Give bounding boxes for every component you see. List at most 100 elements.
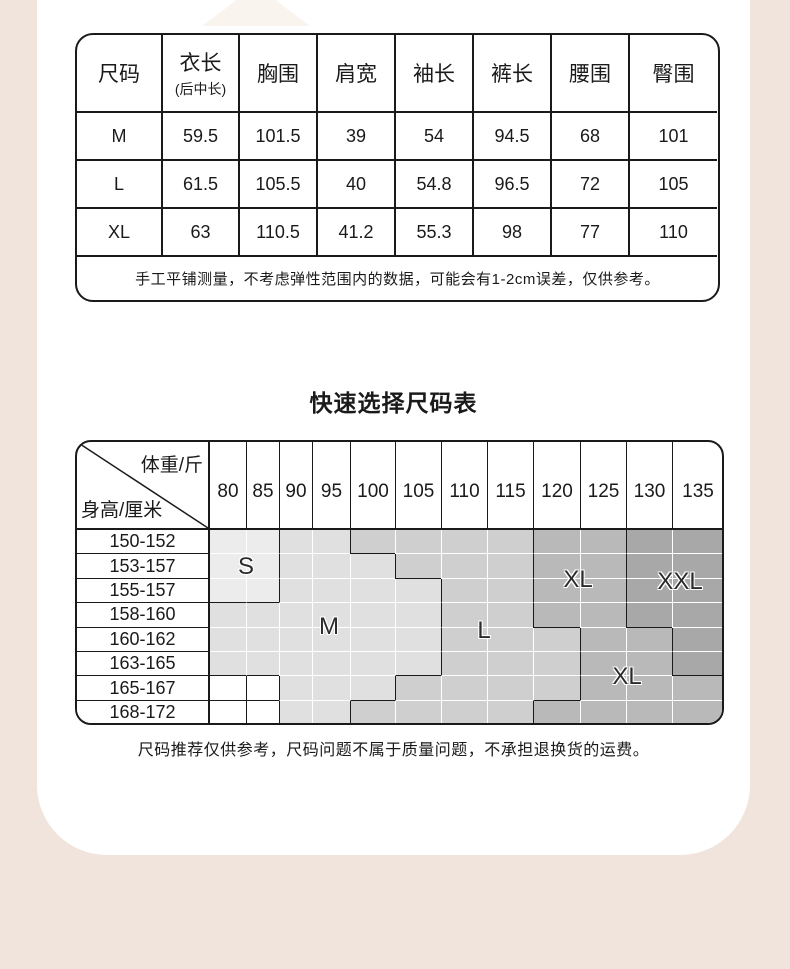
t2-weight-cell: 100 [350, 442, 395, 528]
t1-header-cell: 胸围 [240, 35, 318, 113]
t2-zone-cell [210, 530, 246, 555]
t2-zone-cell [533, 554, 580, 579]
t2-zone-cell [672, 554, 722, 579]
decorative-shape [202, 0, 310, 26]
t2-zone-cell [312, 627, 350, 652]
t2-zone-cell [441, 651, 487, 677]
t2-zone-cell [350, 530, 395, 555]
t2-zone-cell [246, 554, 279, 579]
t2-zone-cell [487, 578, 533, 604]
t2-weight-cell: 85 [246, 442, 279, 528]
t2-height-cell: 160-162 [77, 627, 210, 652]
t2-zone-cell [350, 578, 395, 604]
table-row: M 59.5 101.5 39 54 94.5 68 101 [77, 113, 718, 161]
t2-zone-cell [533, 700, 580, 723]
t2-zone-cell [246, 578, 279, 604]
t2-zone-cell [210, 554, 246, 579]
t1-value-cell: 54.8 [396, 161, 474, 209]
axis-label-weight: 体重/斤 [140, 455, 203, 476]
t2-zone-cell [533, 651, 580, 677]
t1-value-cell: 68 [552, 113, 630, 161]
t2-zone-cell [441, 603, 487, 628]
t2-zone-cell [441, 530, 487, 555]
zone-label: S [237, 553, 255, 580]
t1-value-cell: 63 [163, 209, 240, 257]
t2-zone-cell [580, 651, 626, 677]
t1-value-cell: 39 [318, 113, 396, 161]
t2-weight-cell: 115 [487, 442, 533, 528]
t1-value-cell: 110.5 [240, 209, 318, 257]
quick-table-title: 快速选择尺码表 [309, 390, 478, 416]
table-row: 168-172 [77, 700, 722, 723]
t2-zone-cell [312, 603, 350, 628]
t2-zone-cell [441, 578, 487, 604]
t1-value-cell: 105 [630, 161, 717, 209]
t2-zone-cell [672, 627, 722, 652]
t1-value-cell: 96.5 [474, 161, 552, 209]
t2-zone-cell [395, 627, 441, 652]
t2-zone-cell [487, 676, 533, 701]
t2-zone-cell [246, 651, 279, 677]
t1-value-cell: 101 [630, 113, 717, 161]
t1-value-cell: 105.5 [240, 161, 318, 209]
quick-table-body: 150-152 153-157 155-157 158-160 160-162 163-1… [77, 530, 722, 723]
t2-zone-cell [312, 530, 350, 555]
t2-zone-cell [533, 676, 580, 701]
t2-zone-cell [279, 651, 312, 677]
t2-height-cell: 165-167 [77, 676, 210, 701]
measurement-table: 尺码 衣长 (后中长) 胸围 肩宽 袖长 裤长 腰围 臀围 M 59.5 101.5 39 54 94.5… [75, 33, 720, 302]
t2-zone-cell [246, 530, 279, 555]
zone-label: XL [612, 663, 642, 690]
t2-height-cell: 163-165 [77, 651, 210, 677]
t2-zone-cell [210, 700, 246, 723]
t2-zone-cell [395, 676, 441, 701]
t2-zone-cell [350, 651, 395, 677]
t1-header-cell: 臀围 [630, 35, 717, 113]
t2-zone-cell [672, 676, 722, 701]
t2-zone-cell [312, 700, 350, 723]
table-row: 153-157 [77, 554, 722, 579]
zone-label: M [319, 613, 339, 640]
t2-zone-cell [395, 554, 441, 579]
t2-zone-cell [279, 700, 312, 723]
t1-size-cell: L [77, 161, 163, 209]
t2-zone-cell [395, 530, 441, 555]
t2-zone-cell [279, 554, 312, 579]
t2-zone-cell [626, 578, 672, 604]
t2-weight-cell: 95 [312, 442, 350, 528]
t2-zone-cell [279, 578, 312, 604]
t2-weight-cell: 90 [279, 442, 312, 528]
t2-zone-cell [626, 651, 672, 677]
t1-value-cell: 61.5 [163, 161, 240, 209]
t2-zone-cell [580, 603, 626, 628]
t2-zone-cell [279, 530, 312, 555]
t2-weight-cell: 130 [626, 442, 672, 528]
t2-height-cell: 168-172 [77, 700, 210, 723]
t1-value-cell: 110 [630, 209, 717, 257]
t2-weight-cell: 125 [580, 442, 626, 528]
t2-zone-cell [279, 676, 312, 701]
t2-zone-cell [350, 700, 395, 723]
t2-zone-cell [672, 700, 722, 723]
t1-value-cell: 59.5 [163, 113, 240, 161]
t2-zone-cell [487, 554, 533, 579]
t2-zone-cell [312, 554, 350, 579]
t2-zone-cell [487, 700, 533, 723]
t2-weight-cell: 135 [672, 442, 722, 528]
t2-zone-cell [626, 554, 672, 579]
t1-value-cell: 101.5 [240, 113, 318, 161]
t1-value-cell: 54 [396, 113, 474, 161]
t1-header-cell: 尺码 [77, 35, 163, 113]
table-row: 163-165 [77, 651, 722, 677]
t2-zone-cell [626, 627, 672, 652]
table-row: 165-167 [77, 676, 722, 701]
t2-zone-cell [487, 530, 533, 555]
t2-zone-cell [441, 700, 487, 723]
t2-zone-cell [533, 578, 580, 604]
t2-zone-cell [246, 603, 279, 628]
t2-zone-cell [672, 603, 722, 628]
quick-size-table: 体重/斤 身高/厘米 80 85 90 95 100 105 110 115 120 125 130… [75, 440, 724, 725]
zone-label: XL [563, 566, 593, 593]
table-row: XL 63 110.5 41.2 55.3 98 77 110 [77, 209, 718, 257]
t1-header-cell: 腰围 [552, 35, 630, 113]
